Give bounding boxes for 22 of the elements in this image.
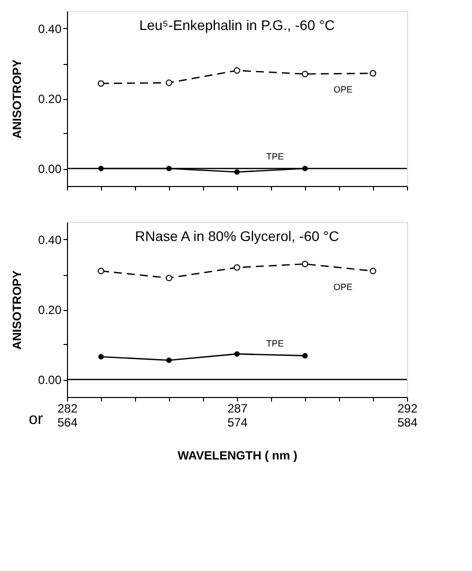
y-tick-label: 0.20 [38, 92, 62, 106]
x-axis-title: WAVELENGTH ( nm ) [178, 448, 298, 462]
y-axis-title: ANISOTROPY [10, 59, 24, 139]
x2-tick-label: 564 [57, 416, 78, 430]
series-label: TPE [266, 338, 284, 349]
chart-title: Leu⁵-Enkephalin in P.G., -60 °C [139, 17, 335, 33]
x-tick-label: 287 [227, 402, 248, 416]
text: or [28, 411, 44, 428]
y-tick-label: 0.00 [38, 162, 62, 176]
y-tick-label: 0.20 [38, 303, 62, 317]
x-tick-label: 292 [397, 402, 418, 416]
series-label: OPE [333, 282, 353, 292]
x2-tick-label: 584 [397, 416, 418, 430]
chart-title: RNase A in 80% Glycerol, -60 °C [134, 228, 340, 244]
y-axis-title: ANISOTROPY [10, 270, 24, 350]
y-tick-label: 0.40 [38, 233, 62, 247]
x2-tick-label: 574 [227, 416, 248, 430]
y-tick-label: 0.00 [38, 373, 62, 387]
series-label: OPE [333, 84, 353, 94]
series-label: TPE [266, 152, 284, 162]
x-tick-label: 282 [57, 402, 78, 416]
y-tick-label: 0.40 [38, 22, 62, 36]
